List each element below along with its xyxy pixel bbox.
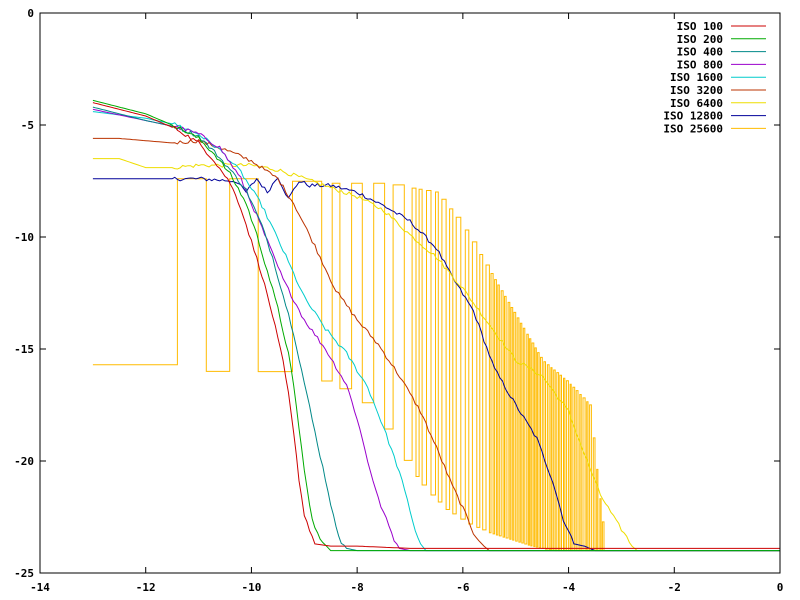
y-tick-label: -15	[14, 343, 34, 356]
legend-label: ISO 3200	[670, 84, 723, 97]
plot-frame	[39, 12, 781, 574]
legend-label: ISO 400	[677, 46, 723, 59]
x-tick-label: -6	[456, 581, 470, 594]
series-layer	[92, 99, 780, 552]
x-tick-label: -14	[30, 581, 50, 594]
axes-layer: -14 -12 -10 -8 -6 -4 -2 00-5-10-15-20-25	[14, 7, 783, 594]
series-line-iso-200	[92, 99, 780, 552]
y-tick-label: -20	[14, 455, 34, 468]
legend-label: ISO 100	[677, 20, 723, 33]
x-tick-label: 0	[777, 581, 784, 594]
y-tick-label: -10	[14, 231, 34, 244]
series-line-iso-25600	[92, 178, 780, 552]
y-tick-label: 0	[27, 7, 34, 20]
legend-label: ISO 25600	[663, 122, 723, 135]
legend-label: ISO 12800	[663, 110, 723, 123]
legend-label: ISO 800	[677, 58, 723, 71]
x-tick-label: -4	[562, 581, 576, 594]
legend-label: ISO 200	[677, 33, 723, 46]
x-tick-label: -12	[136, 581, 156, 594]
x-tick-label: -10	[241, 581, 261, 594]
x-tick-label: -2	[668, 581, 681, 594]
y-tick-label: -5	[21, 119, 34, 132]
x-tick-label: -8	[351, 581, 364, 594]
legend-label: ISO 1600	[670, 71, 723, 84]
series-line-iso-100	[92, 102, 780, 549]
legend-label: ISO 6400	[670, 97, 723, 110]
y-tick-label: -25	[14, 567, 34, 580]
